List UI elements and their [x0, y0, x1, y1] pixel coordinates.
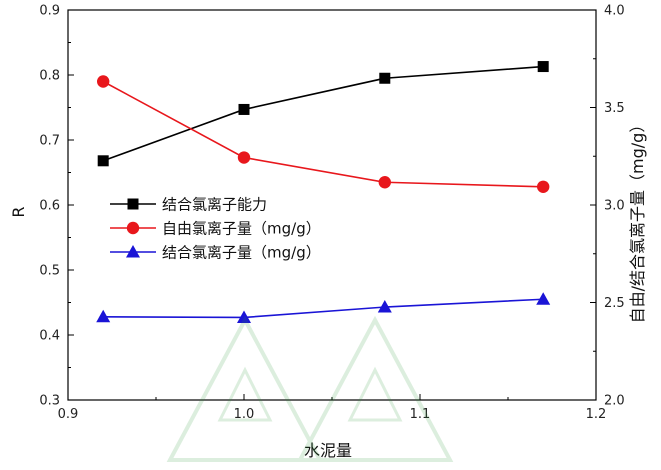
- series-square: [97, 61, 549, 167]
- data-point: [97, 155, 109, 167]
- right-y-tick-label: 2.0: [604, 394, 625, 409]
- data-point: [537, 61, 549, 73]
- right-y-axis-ticks: 2.0 2.5 3.0 3.5 4.0: [590, 4, 625, 409]
- data-point: [237, 151, 251, 164]
- legend-marker: [126, 245, 140, 258]
- right-y-tick-label: 4.0: [604, 4, 625, 19]
- legend-marker: [126, 221, 140, 235]
- series-line: [102, 80, 544, 188]
- series-layer: [96, 61, 551, 323]
- left-y-tick-label: 0.5: [39, 264, 60, 279]
- data-point: [378, 176, 391, 189]
- right-y-tick-label: 3.5: [604, 101, 625, 116]
- series-line: [102, 65, 544, 162]
- data-point: [238, 103, 250, 115]
- legend-label: 结合氯离子能力: [162, 196, 267, 214]
- series-circle: [97, 75, 550, 193]
- x-tick-label: 1.0: [234, 407, 255, 422]
- x-tick-label: 1.2: [586, 407, 607, 422]
- x-axis-ticks: 0.9 1.0 1.1 1.2: [58, 394, 607, 422]
- left-y-tick-label: 0.9: [39, 4, 60, 19]
- left-y-axis-title: R: [9, 206, 28, 217]
- legend-item: 自由氯离子量（mg/g）: [110, 220, 321, 238]
- data-point: [379, 72, 391, 84]
- right-y-axis-title: 自由/结合氯离子量（mg/g）: [628, 117, 647, 324]
- left-y-tick-label: 0.4: [39, 329, 60, 344]
- data-point: [377, 300, 392, 313]
- data-point: [97, 75, 110, 88]
- legend-label: 结合氯离子量（mg/g）: [162, 244, 321, 262]
- data-point: [536, 292, 551, 305]
- left-y-tick-label: 0.6: [39, 199, 60, 214]
- left-y-tick-label: 0.8: [39, 69, 60, 84]
- data-point: [537, 180, 550, 193]
- x-tick-label: 0.9: [58, 407, 79, 422]
- series-triangle: [96, 292, 551, 323]
- data-point: [96, 309, 111, 323]
- x-tick-label: 1.1: [410, 407, 431, 422]
- right-y-tick-label: 2.5: [604, 296, 625, 311]
- legend-item: 结合氯离子量（mg/g）: [110, 244, 321, 262]
- left-y-tick-label: 0.3: [39, 394, 60, 409]
- legend-item: 结合氯离子能力: [110, 196, 267, 214]
- data-point: [237, 310, 251, 323]
- right-y-tick-label: 3.0: [604, 199, 625, 214]
- left-y-axis-ticks: 0.3 0.4 0.5 0.6 0.7 0.8 0.9: [39, 4, 74, 409]
- legend-label: 自由氯离子量（mg/g）: [162, 220, 321, 238]
- legend-marker: [127, 198, 139, 210]
- series-line: [103, 298, 544, 319]
- left-y-tick-label: 0.7: [39, 134, 60, 149]
- x-axis-title: 水泥量: [304, 441, 352, 460]
